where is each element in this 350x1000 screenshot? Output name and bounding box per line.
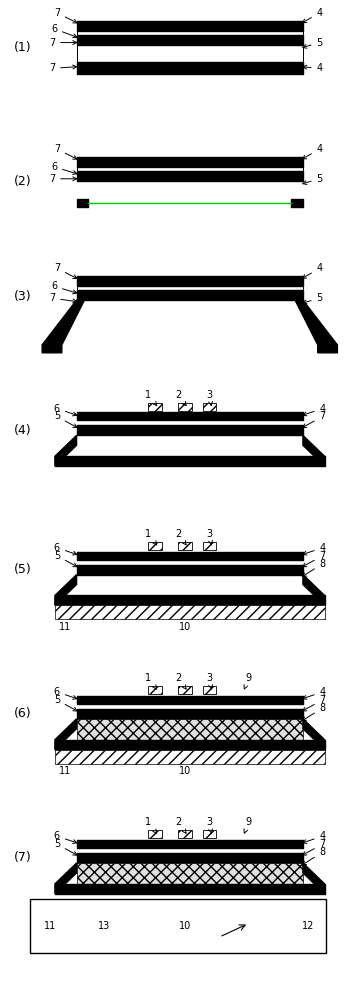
Bar [148,542,162,550]
Text: 1: 1 [145,673,157,689]
Text: 9: 9 [244,817,252,833]
Text: 1: 1 [145,529,157,545]
Text: 6: 6 [54,543,77,555]
Bar [178,542,192,550]
Bar [55,605,324,619]
Text: 5: 5 [303,293,323,304]
Polygon shape [55,719,77,750]
Bar [148,686,162,694]
Text: (7): (7) [14,852,32,864]
Text: 4: 4 [303,687,326,699]
Text: 6: 6 [51,24,77,38]
Bar [77,863,303,884]
Text: 7: 7 [49,174,77,184]
Text: 5: 5 [54,839,77,855]
Polygon shape [42,300,84,353]
Text: 11: 11 [44,921,56,931]
Bar [77,719,303,740]
Text: 4: 4 [302,144,323,159]
Text: 11: 11 [59,622,71,632]
Bar [203,830,216,838]
Text: 6: 6 [54,404,77,416]
Text: 4: 4 [303,63,323,73]
Text: 9: 9 [244,673,252,689]
Text: 8: 8 [302,847,326,865]
Text: 4: 4 [302,263,323,278]
Text: 3: 3 [206,673,212,689]
Text: 5: 5 [303,38,323,48]
Text: 10: 10 [179,622,191,632]
Text: 1: 1 [145,390,157,406]
Text: 2: 2 [175,817,186,833]
Text: 2: 2 [175,673,186,689]
Text: 7: 7 [54,8,77,23]
Text: 2: 2 [175,529,186,545]
Text: 10: 10 [179,766,191,776]
Text: 3: 3 [206,390,212,406]
Text: (2): (2) [14,175,31,188]
Text: 7: 7 [49,38,77,48]
Polygon shape [55,863,77,894]
Text: 3: 3 [206,529,212,545]
Text: 10: 10 [179,921,191,931]
Text: 13: 13 [98,921,110,931]
Text: 7: 7 [302,839,326,855]
Text: (5): (5) [14,563,32,576]
Bar [178,403,192,410]
Text: 7: 7 [49,293,77,303]
Text: 6: 6 [51,162,77,174]
Text: 8: 8 [302,559,326,576]
Bar [178,830,192,838]
Polygon shape [303,863,324,894]
Text: 5: 5 [54,411,77,428]
Text: (6): (6) [14,707,31,720]
Text: 2: 2 [175,390,186,406]
Bar [203,403,216,410]
Text: 3: 3 [206,817,212,833]
Polygon shape [303,719,324,750]
Text: 4: 4 [302,8,323,23]
Text: 4: 4 [303,831,326,843]
Bar [148,403,162,410]
Polygon shape [303,435,324,466]
Polygon shape [303,575,324,605]
Bar [148,830,162,838]
Text: 7: 7 [49,63,77,73]
Text: 5: 5 [303,174,323,184]
Text: 1: 1 [145,817,157,833]
Text: 5: 5 [54,695,77,711]
Text: 6: 6 [54,831,77,843]
Text: 7: 7 [302,695,326,711]
Text: (4): (4) [14,424,31,437]
Text: 7: 7 [54,144,77,159]
Text: 4: 4 [303,404,326,416]
Text: 6: 6 [51,281,77,294]
Bar [178,686,192,694]
Text: 4: 4 [303,543,326,555]
Text: 5: 5 [54,551,77,567]
Bar [203,542,216,550]
Text: (1): (1) [14,41,31,54]
Text: 12: 12 [302,921,314,931]
Polygon shape [55,575,77,605]
Bar [30,899,326,953]
Polygon shape [295,300,337,353]
Text: 7: 7 [302,411,326,428]
Polygon shape [55,435,77,466]
Text: 11: 11 [59,766,71,776]
Text: 8: 8 [302,703,326,721]
Bar [203,686,216,694]
Text: 7: 7 [302,551,326,567]
Text: 7: 7 [54,263,77,278]
Text: (3): (3) [14,290,31,303]
Bar [55,750,324,764]
Text: 6: 6 [54,687,77,699]
